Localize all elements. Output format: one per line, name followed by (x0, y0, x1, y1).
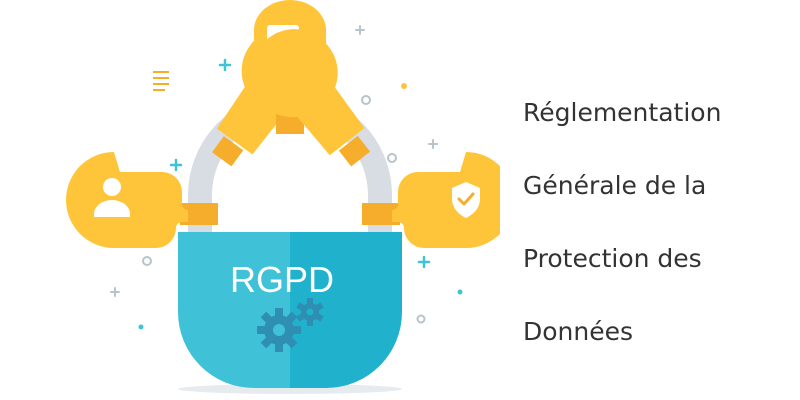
title-line: Générale de la (523, 171, 707, 200)
shield-check-icon (452, 182, 480, 218)
lock-label: RGPD (230, 259, 334, 300)
rgpd-lock-illustration: RGPD (66, 0, 500, 394)
key-user (66, 152, 218, 248)
lock-body (178, 232, 402, 394)
title-line: Données (523, 317, 634, 346)
key-key (249, 29, 371, 167)
title-line: Protection des (523, 244, 702, 273)
gears-icon (257, 298, 324, 352)
user-icon (94, 178, 130, 217)
key-shield (362, 152, 500, 248)
document-icon (148, 64, 174, 96)
title-line: Réglementation (523, 98, 722, 127)
regulation-title: Réglementation Générale de la Protection… (523, 88, 793, 380)
key-icon (396, 78, 436, 94)
